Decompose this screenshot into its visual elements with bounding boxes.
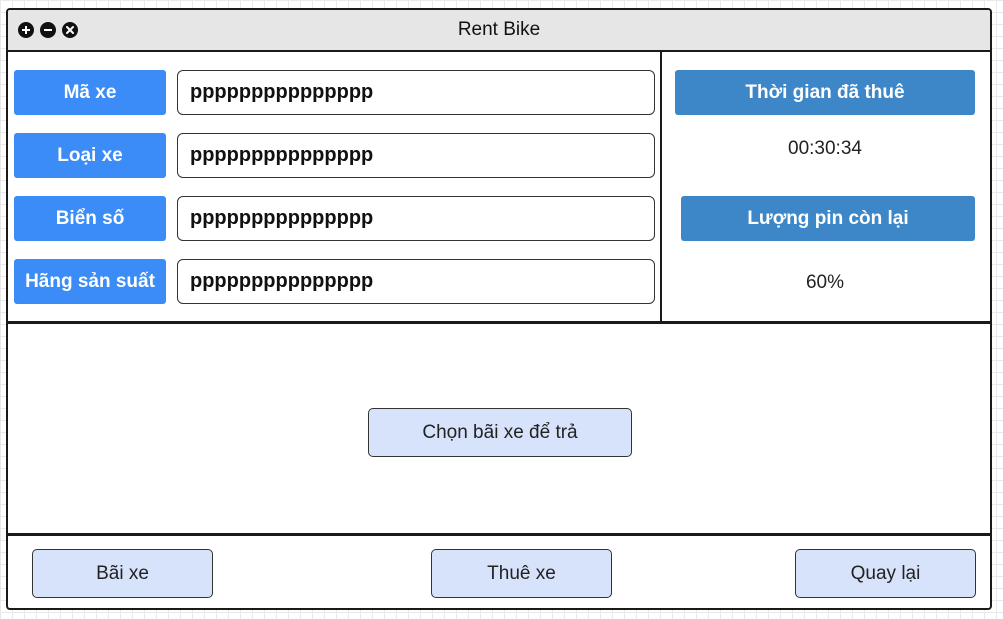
bike-id-field[interactable]: ppppppppppppppp bbox=[177, 70, 655, 115]
bike-id-label: Mã xe bbox=[14, 70, 166, 115]
manufacturer-label: Hãng sản suất bbox=[14, 259, 166, 304]
footer-divider bbox=[8, 533, 990, 536]
rent-bike-window: Rent Bike Mã xe ppppppppppppppp Loại xe … bbox=[6, 8, 992, 610]
plus-icon[interactable] bbox=[18, 22, 34, 38]
window-controls bbox=[18, 22, 78, 38]
close-icon[interactable] bbox=[62, 22, 78, 38]
station-button[interactable]: Bãi xe bbox=[32, 549, 213, 598]
panel-divider bbox=[660, 52, 662, 322]
title-bar: Rent Bike bbox=[8, 10, 990, 52]
rental-time-value: 00:30:34 bbox=[788, 138, 862, 159]
manufacturer-field[interactable]: ppppppppppppppp bbox=[177, 259, 655, 304]
choose-station-button[interactable]: Chọn bãi xe để trả bbox=[368, 408, 632, 457]
bike-type-label: Loại xe bbox=[14, 133, 166, 178]
minus-icon[interactable] bbox=[40, 22, 56, 38]
top-section-divider bbox=[8, 321, 990, 324]
battery-value: 60% bbox=[805, 272, 845, 293]
battery-header: Lượng pin còn lại bbox=[681, 196, 975, 241]
license-plate-label: Biển số bbox=[14, 196, 166, 241]
bike-type-field[interactable]: ppppppppppppppp bbox=[177, 133, 655, 178]
rent-bike-button[interactable]: Thuê xe bbox=[431, 549, 612, 598]
window-title: Rent Bike bbox=[457, 19, 541, 40]
rental-time-header: Thời gian đã thuê bbox=[675, 70, 975, 115]
back-button[interactable]: Quay lại bbox=[795, 549, 976, 598]
license-plate-field[interactable]: ppppppppppppppp bbox=[177, 196, 655, 241]
